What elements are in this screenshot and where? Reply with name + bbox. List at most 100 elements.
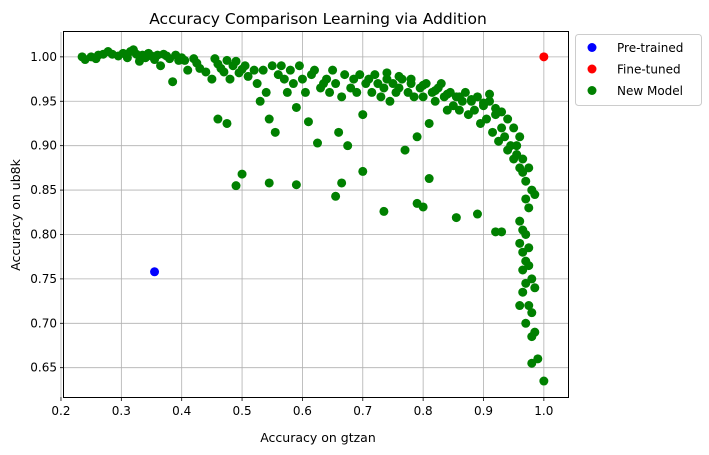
data-point-new-model [168,77,178,87]
data-point-new-model [524,163,534,173]
x-tick-label: 0.9 [474,404,493,418]
data-point-new-model [325,87,335,97]
data-point-new-model [515,301,525,311]
data-point-new-model [267,61,277,71]
data-point-new-model [409,92,419,102]
data-point-new-model [515,238,525,248]
data-point-new-model [156,61,166,71]
data-point-new-model [367,87,377,97]
data-point-new-model [358,110,368,120]
data-point-new-model [261,87,271,97]
data-point-new-model [418,92,428,102]
data-point-new-model [400,145,410,155]
data-point-new-model [503,114,513,124]
data-point-new-model [500,132,510,142]
data-point-new-model [509,123,519,133]
x-tick-label: 0.2 [51,404,70,418]
data-point-new-model [469,105,479,115]
data-point-new-model [264,114,274,124]
plot-frame [63,31,569,398]
data-point-new-model [518,154,528,164]
y-tick-label: 0.70 [30,316,57,330]
axis-ticks: 0.2 0.3 0.4 0.5 0.6 0.7 0.8 0.9 1.0 0.65 0.70 0.75 0… [30,50,553,418]
data-point-new-model [294,61,304,71]
data-point-new-model [466,94,476,104]
x-tick-label: 0.8 [414,404,433,418]
x-tick-label: 0.5 [233,404,252,418]
data-point-new-model [394,71,404,81]
legend-label-new-model: New Model [617,84,683,98]
data-point-new-model [385,96,395,106]
x-tick-label: 0.4 [172,404,191,418]
data-point-new-model [201,67,211,77]
data-point-pre-trained [150,267,160,277]
data-point-new-model [291,180,301,190]
y-tick-label: 1.00 [30,50,57,64]
x-axis-label: Accuracy on gtzan [260,430,376,445]
data-point-new-model [337,178,347,188]
data-point-new-model [524,301,534,311]
data-point-new-model [472,209,482,219]
data-point-new-model [379,206,389,216]
data-point-new-model [436,79,446,89]
data-point-new-model [213,114,223,124]
data-point-new-model [240,61,250,71]
data-points [77,45,549,386]
data-point-new-model [340,70,350,80]
data-point-new-model [252,79,262,89]
data-point-new-model [518,225,528,235]
data-point-new-model [331,79,341,89]
data-point-new-model [524,203,534,213]
data-point-new-model [249,65,259,75]
data-point-new-model [497,107,507,117]
data-point-new-model [497,227,507,237]
data-point-new-model [521,278,531,288]
data-point-new-model [539,376,549,386]
legend-box [575,34,702,106]
data-point-new-model [478,98,488,108]
data-point-new-model [258,65,268,75]
data-point-new-model [521,256,531,266]
data-point-new-model [355,70,365,80]
data-point-new-model [451,213,461,223]
data-point-new-model [334,127,344,137]
data-point-new-model [279,74,289,84]
data-point-new-model [394,83,404,93]
data-point-new-model [297,74,307,84]
legend-marker-new-model [587,86,597,95]
data-point-new-model [424,118,434,128]
data-point-new-model [222,118,232,128]
data-point-new-model [418,202,428,212]
y-axis-label: Accuracy on ub8k [8,158,23,270]
data-point-new-model [424,174,434,184]
y-tick-label: 0.80 [30,227,57,241]
data-point-new-model [264,178,274,188]
data-point-new-model [313,138,323,148]
x-tick-label: 0.6 [293,404,312,418]
y-tick-label: 0.95 [30,94,57,108]
data-point-new-model [530,283,540,293]
legend: Pre-trained Fine-tuned New Model [575,34,702,106]
data-point-new-model [376,92,386,102]
data-point-new-model [512,141,522,151]
data-point-new-model [497,123,507,133]
data-point-new-model [442,89,452,99]
data-point-new-model [291,102,301,112]
data-point-new-model [521,318,531,328]
data-point-new-model [288,79,298,89]
data-point-new-model [328,65,338,75]
y-tick-label: 0.85 [30,183,57,197]
data-point-new-model [303,117,313,127]
y-tick-label: 0.90 [30,139,57,153]
y-tick-label: 0.65 [30,361,57,375]
data-point-fine-tuned [539,52,549,62]
data-point-new-model [219,67,229,77]
data-point-new-model [343,141,353,151]
x-tick-label: 1.0 [534,404,553,418]
data-point-new-model [430,86,440,96]
data-point-new-model [180,55,190,65]
data-point-new-model [454,105,464,115]
data-point-new-model [322,74,332,84]
data-point-new-model [255,96,265,106]
x-tick-label: 0.3 [112,404,131,418]
